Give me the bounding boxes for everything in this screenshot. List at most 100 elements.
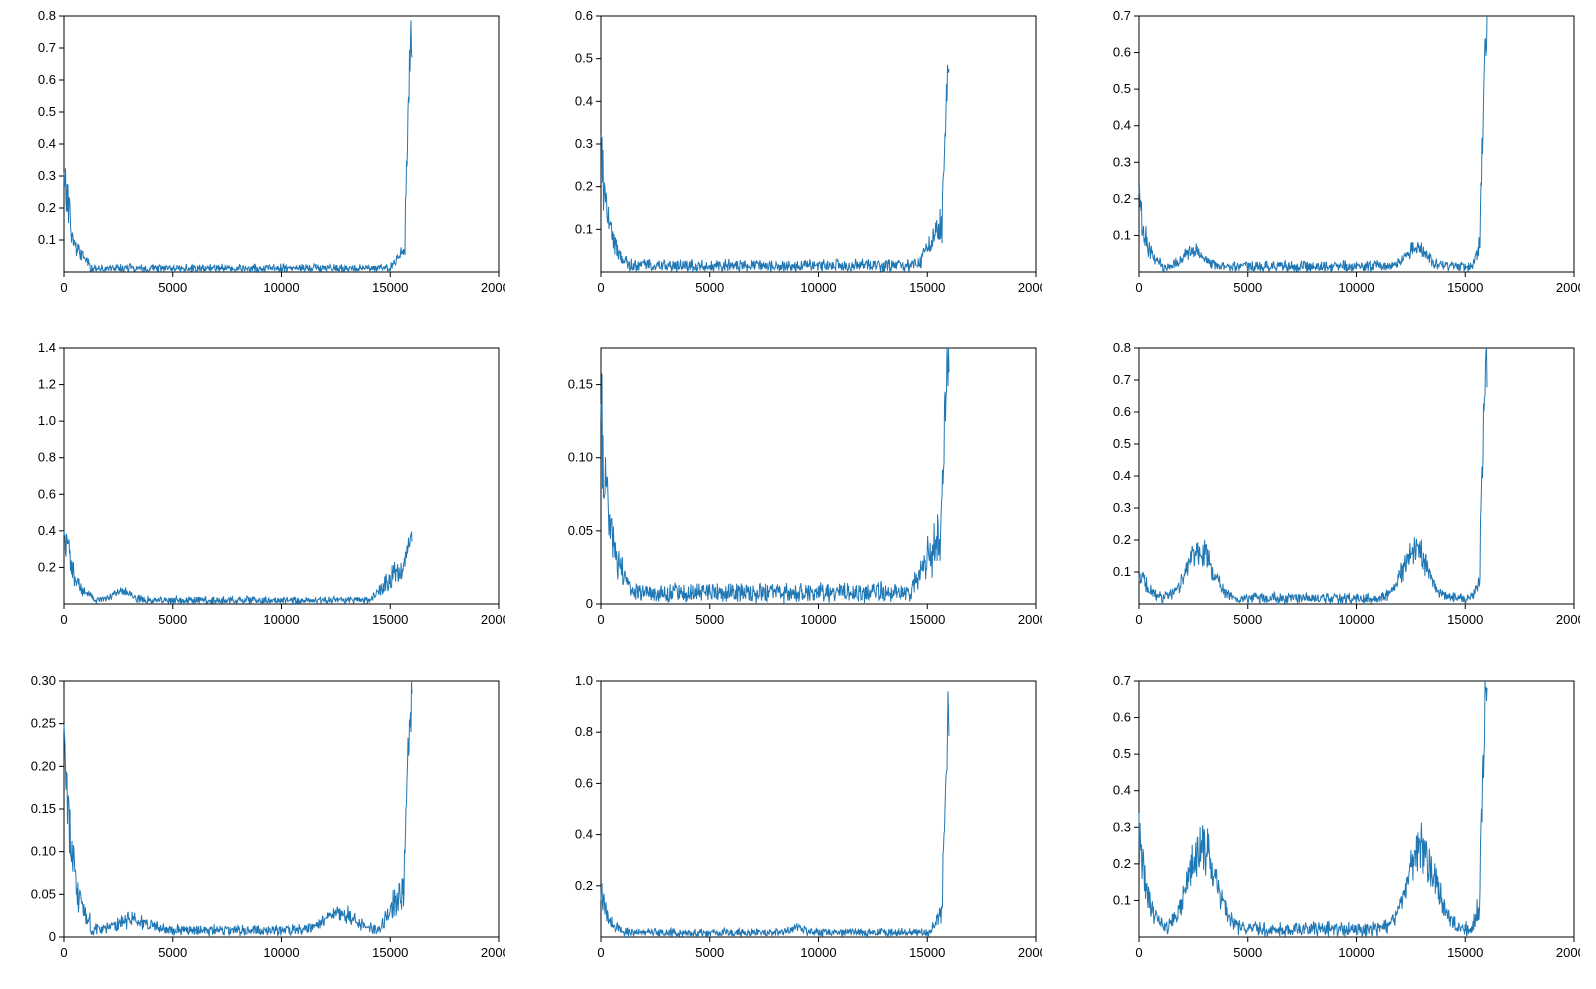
x-tick-label: 0 [60,280,67,295]
plot-border [64,16,499,272]
series-line [1139,681,1487,937]
subplot-p20: 00.050.100.150.200.250.30050001000015000… [16,673,505,973]
y-tick-label: 0.6 [38,72,56,87]
y-tick-label: 0 [49,929,56,944]
y-tick-label: 0.05 [31,886,56,901]
y-tick-label: 0.10 [31,843,56,858]
chart-svg: 00.050.100.1505000100001500020000 [553,340,1042,640]
x-tick-label: 5000 [696,612,725,627]
y-tick-label: 0.8 [1113,340,1131,355]
y-tick-label: 0.4 [575,93,593,108]
x-tick-label: 20000 [481,945,505,960]
y-tick-label: 0.20 [31,758,56,773]
plot-border [64,681,499,937]
series-line [601,65,949,272]
x-tick-label: 10000 [1338,280,1374,295]
y-tick-label: 0.30 [31,673,56,688]
plot-border [1139,681,1574,937]
subplot-p22: 0.10.20.30.40.50.60.70500010000150002000… [1091,673,1580,973]
y-tick-label: 0.3 [1113,819,1131,834]
y-tick-label: 0.2 [575,877,593,892]
x-tick-label: 20000 [1018,945,1042,960]
y-tick-label: 0.6 [1113,45,1131,60]
y-tick-label: 0.2 [575,179,593,194]
subplot-p21: 0.20.40.60.81.005000100001500020000 [553,673,1042,973]
x-tick-label: 10000 [263,280,299,295]
y-tick-label: 0.2 [38,200,56,215]
chart-svg: 0.20.40.60.81.005000100001500020000 [553,673,1042,973]
y-tick-label: 0.2 [38,560,56,575]
x-tick-label: 15000 [1447,612,1483,627]
x-tick-label: 15000 [910,280,946,295]
plot-border [601,16,1036,272]
y-tick-label: 0.8 [575,724,593,739]
series-line [601,691,949,937]
x-axis: 05000100001500020000 [60,272,505,295]
y-tick-label: 0.6 [1113,709,1131,724]
x-axis: 05000100001500020000 [1135,272,1580,295]
y-tick-label: 0.4 [1113,782,1131,797]
x-tick-label: 20000 [1556,280,1580,295]
y-tick-label: 0.7 [1113,8,1131,23]
x-tick-label: 15000 [910,612,946,627]
series-line [1139,348,1487,604]
x-tick-label: 0 [598,945,605,960]
x-tick-label: 10000 [801,945,837,960]
y-tick-label: 0.5 [1113,746,1131,761]
x-tick-label: 0 [1135,945,1142,960]
plot-border [64,348,499,604]
subplot-p02: 0.10.20.30.40.50.60.70500010000150002000… [1091,8,1580,308]
x-tick-label: 20000 [1018,612,1042,627]
y-axis: 00.050.100.15 [568,377,601,611]
x-tick-label: 0 [1135,280,1142,295]
x-tick-label: 20000 [481,280,505,295]
y-tick-label: 1.4 [38,340,56,355]
y-tick-label: 0.7 [1113,673,1131,688]
y-tick-label: 0.1 [38,232,56,247]
x-tick-label: 20000 [481,612,505,627]
series-line [64,20,412,272]
x-tick-label: 0 [598,280,605,295]
x-axis: 05000100001500020000 [1135,937,1580,960]
x-tick-label: 5000 [1233,612,1262,627]
y-tick-label: 0.6 [1113,404,1131,419]
x-axis: 05000100001500020000 [60,604,505,627]
series-line [64,531,412,604]
y-tick-label: 0.6 [38,487,56,502]
y-tick-label: 0.7 [1113,372,1131,387]
y-tick-label: 0.25 [31,715,56,730]
x-tick-label: 5000 [158,612,187,627]
y-axis: 0.10.20.30.40.50.60.70.8 [1113,340,1139,579]
chart-svg: 00.050.100.150.200.250.30050001000015000… [16,673,505,973]
x-tick-label: 10000 [801,612,837,627]
y-axis: 0.10.20.30.40.50.60.7 [1113,673,1139,907]
y-tick-label: 0.6 [575,8,593,23]
x-axis: 05000100001500020000 [1135,604,1580,627]
y-tick-label: 0.5 [1113,436,1131,451]
x-tick-label: 20000 [1556,945,1580,960]
y-tick-label: 0.10 [568,450,593,465]
y-tick-label: 1.0 [575,673,593,688]
x-axis: 05000100001500020000 [598,937,1043,960]
chart-svg: 0.10.20.30.40.50.605000100001500020000 [553,8,1042,308]
series-line [1139,16,1487,272]
x-tick-label: 20000 [1556,612,1580,627]
x-tick-label: 15000 [1447,945,1483,960]
x-tick-label: 10000 [801,280,837,295]
chart-grid: 0.1 0.2 0.3 0.4 0.5 0.6 0.7 0.8 0 5000 10000 15000 2… [0,0,1596,989]
y-axis: 0.10.20.30.40.50.60.7 [1113,8,1139,242]
x-axis: 05000100001500020000 [598,272,1043,295]
x-tick-label: 15000 [1447,280,1483,295]
y-tick-label: 0.15 [568,377,593,392]
subplot-p01: 0.10.20.30.40.50.605000100001500020000 [553,8,1042,308]
chart-svg: 0.10.20.30.40.50.60.70500010000150002000… [1091,8,1580,308]
y-tick-label: 0.3 [1113,154,1131,169]
x-tick-label: 5000 [158,945,187,960]
x-tick-label: 0 [60,945,67,960]
y-tick-label: 0.1 [1113,892,1131,907]
y-tick-label: 1.0 [38,413,56,428]
x-tick-label: 15000 [910,945,946,960]
x-tick-label: 10000 [1338,612,1374,627]
y-tick-label: 0.3 [38,168,56,183]
y-tick-label: 0.4 [38,523,56,538]
